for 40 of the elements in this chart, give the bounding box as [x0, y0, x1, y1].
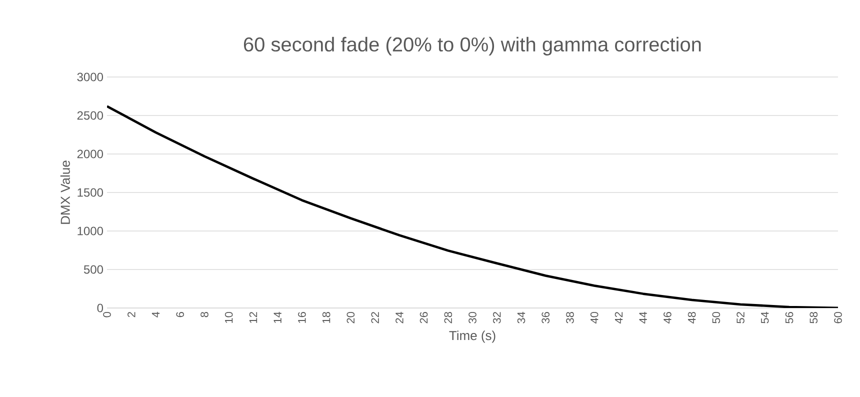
- x-tick-label: 26: [420, 312, 428, 324]
- x-tick-label: 48: [688, 312, 696, 324]
- x-tick-label: 16: [298, 312, 306, 323]
- x-tick-label: 0: [103, 312, 111, 318]
- x-tick-label: 50: [712, 312, 720, 324]
- x-tick-label: 42: [614, 312, 623, 324]
- x-tick-label: 18: [322, 312, 330, 323]
- y-tick-label: 1500: [78, 188, 104, 197]
- x-tick-label: 28: [444, 312, 452, 324]
- x-tick-label: 56: [785, 312, 794, 324]
- y-axis-title: DMX Value: [60, 160, 70, 224]
- x-tick-label: 32: [492, 312, 501, 324]
- x-tick-label: 34: [517, 312, 526, 324]
- y-tick-label: 1000: [78, 226, 104, 236]
- y-tick-label: 500: [84, 265, 104, 274]
- x-tick-label: 40: [590, 312, 598, 324]
- x-axis-title: Time (s): [449, 330, 496, 343]
- x-tick-label: 2: [128, 312, 136, 318]
- x-tick-label: 8: [200, 312, 208, 318]
- x-tick-label: 14: [274, 312, 282, 323]
- x-tick-label: 4: [152, 312, 160, 318]
- y-tick-label: 2000: [77, 150, 104, 158]
- x-tick-label: 36: [542, 312, 550, 324]
- y-tick-label: 3000: [77, 72, 104, 82]
- y-tick-label: 2500: [77, 111, 104, 120]
- x-tick-label: 44: [639, 312, 647, 324]
- x-tick-label: 46: [664, 312, 672, 324]
- x-tick-label: 54: [761, 312, 769, 324]
- x-tick-label: 58: [810, 312, 818, 324]
- chart-title: 60 second fade (20% to 0%) with gamma correction: [244, 36, 701, 56]
- x-tick-label: 52: [736, 312, 744, 324]
- x-tick-label: 38: [566, 312, 574, 324]
- x-tick-label: 60: [834, 312, 842, 324]
- x-tick-label: 12: [249, 312, 258, 323]
- x-tick-label: 24: [396, 312, 404, 324]
- x-tick-label: 22: [371, 312, 379, 324]
- x-tick-label: 10: [224, 312, 233, 323]
- x-tick-label: 20: [346, 312, 355, 324]
- x-tick-label: 30: [468, 312, 476, 324]
- x-tick-label: 6: [176, 312, 184, 318]
